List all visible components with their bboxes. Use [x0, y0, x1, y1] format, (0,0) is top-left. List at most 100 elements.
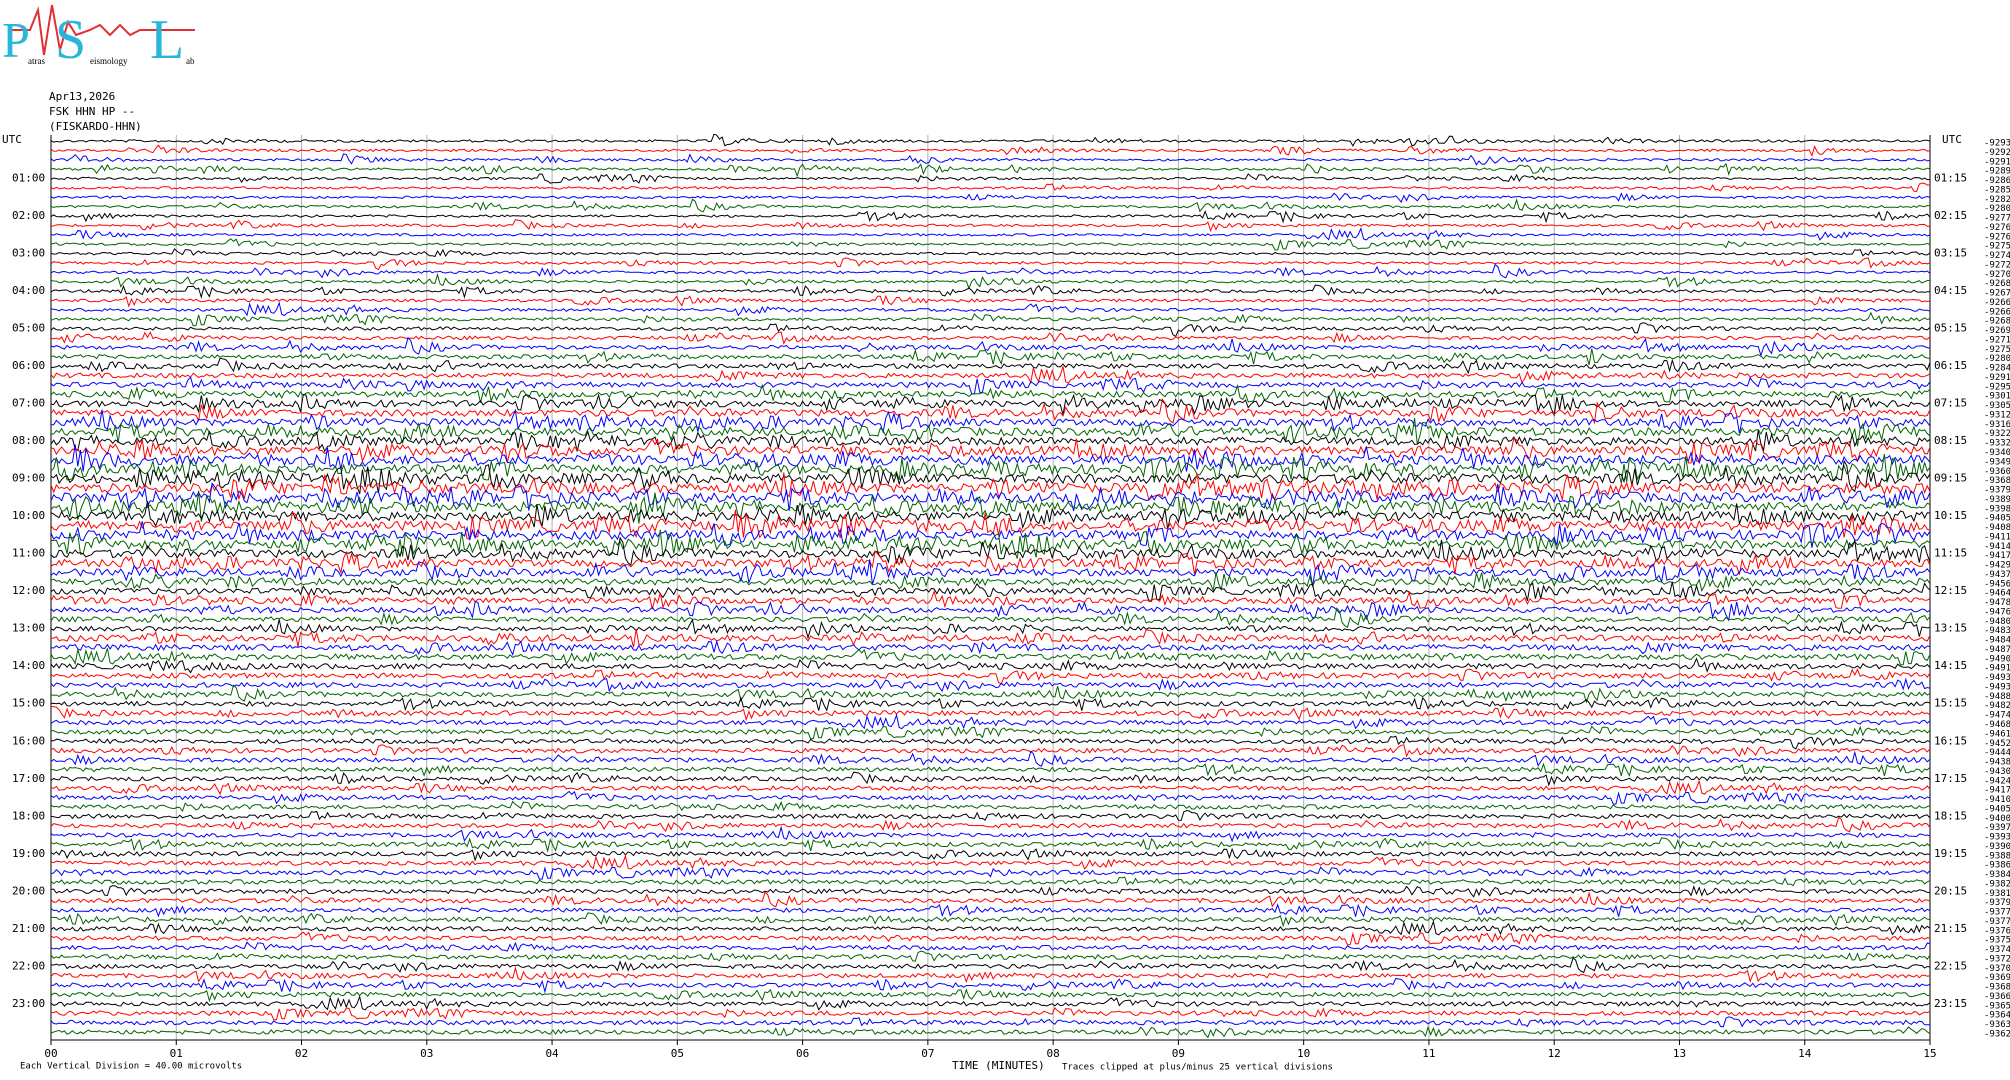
trace-offset: -9284 — [1984, 364, 2010, 374]
trace — [50, 891, 1931, 908]
trace — [50, 559, 1931, 587]
x-axis-title: TIME (MINUTES) — [952, 1059, 1045, 1072]
trace — [50, 459, 1931, 495]
logo-letter: P — [2, 11, 30, 67]
trace — [51, 408, 1931, 434]
trace — [50, 966, 1931, 984]
trace — [50, 226, 1931, 241]
trace-offset: -9444 — [1984, 748, 2010, 758]
trace — [50, 600, 1931, 622]
trace-offset: -9377 — [1984, 908, 2010, 918]
trace — [50, 248, 1931, 258]
trace — [50, 210, 1931, 224]
hour-label: 13:15 — [1934, 622, 1967, 635]
trace-offset: -9483 — [1984, 626, 2010, 636]
hour-label: 07:15 — [1934, 397, 1967, 410]
hour-label: 15:15 — [1934, 697, 1967, 710]
trace-offset: -9269 — [1984, 326, 2010, 336]
trace-offset: -9362 — [1984, 1030, 2010, 1040]
trace — [50, 444, 1931, 472]
hour-label: 11:00 — [12, 547, 45, 560]
trace-offset: -9414 — [1984, 542, 2010, 552]
trace-offset: -9276 — [1984, 223, 2010, 233]
hour-label: 19:00 — [12, 847, 45, 860]
trace-offset: -9379 — [1984, 486, 2010, 496]
x-tick-label: 11 — [1422, 1047, 1435, 1060]
trace-offset: -9476 — [1984, 607, 2010, 617]
trace — [50, 837, 1931, 853]
trace — [50, 1007, 1931, 1021]
trace — [50, 854, 1931, 870]
trace-offset: -9381 — [1984, 889, 2010, 899]
trace-offset: -9374 — [1984, 945, 2010, 955]
trace-offset: -9372 — [1984, 954, 2010, 964]
hour-label: 12:15 — [1934, 584, 1967, 597]
trace — [50, 713, 1931, 730]
trace — [50, 618, 1931, 640]
hour-label: 19:15 — [1934, 847, 1967, 860]
trace — [50, 549, 1931, 575]
trace-offset: -9282 — [1984, 195, 2010, 205]
trace — [50, 950, 1931, 962]
hour-label: 22:15 — [1934, 959, 1967, 972]
hour-label: 11:15 — [1934, 547, 1967, 560]
trace-offset: -9291 — [1984, 157, 2010, 167]
trace-offset: -9456 — [1984, 579, 2010, 589]
hour-label: 08:15 — [1934, 434, 1967, 447]
hour-label: 10:00 — [12, 509, 45, 522]
trace — [50, 847, 1931, 862]
trace-offset: -9274 — [1984, 251, 2010, 261]
trace — [50, 581, 1931, 602]
trace-offset: -9285 — [1984, 185, 2010, 195]
hour-label: 06:15 — [1934, 359, 1967, 372]
trace-offset: -9280 — [1984, 204, 2010, 214]
trace-offset: -9364 — [1984, 1011, 2010, 1021]
trace-offset: -9277 — [1984, 214, 2010, 224]
trace — [50, 885, 1931, 898]
date: Apr13,2026 — [49, 90, 115, 103]
trace-offset: -9398 — [1984, 504, 2010, 514]
hour-label: 06:00 — [12, 359, 45, 372]
logo-small: atras — [28, 56, 45, 66]
trace-offset: -9430 — [1984, 767, 2010, 777]
trace — [50, 903, 1931, 918]
hour-label: 03:15 — [1934, 247, 1967, 260]
trace-offset: -9286 — [1984, 176, 2010, 186]
trace-offset: -9390 — [1984, 842, 2010, 852]
trace-offset: -9379 — [1984, 898, 2010, 908]
x-tick-label: 02 — [295, 1047, 308, 1060]
scale-note: Each Vertical Division = 40.00 microvolt… — [20, 1062, 242, 1072]
trace — [50, 500, 1931, 530]
trace — [50, 263, 1931, 279]
trace-offset: -9480 — [1984, 617, 2010, 627]
trace-offset: -9267 — [1984, 289, 2010, 299]
hour-label: 12:00 — [12, 584, 45, 597]
trace — [50, 590, 1931, 610]
trace-offset: -9482 — [1984, 701, 2010, 711]
trace — [50, 977, 1931, 994]
trace — [50, 173, 1930, 184]
trace — [50, 866, 1931, 880]
trace — [50, 876, 1931, 887]
trace — [50, 668, 1931, 685]
trace-offset: -9266 — [1984, 298, 2010, 308]
logo-letter: L — [150, 9, 184, 71]
trace — [50, 482, 1931, 512]
hour-label: 09:15 — [1934, 472, 1967, 485]
logo-small: eismology — [90, 56, 128, 66]
trace-offset: -9301 — [1984, 392, 2010, 402]
trace-offset: -9268 — [1984, 317, 2010, 327]
traces — [50, 133, 1931, 1039]
trace — [50, 1025, 1931, 1039]
trace-offset: -9316 — [1984, 420, 2010, 430]
trace — [50, 336, 1931, 358]
trace-offset: -9369 — [1984, 973, 2010, 983]
trace-offset: -9411 — [1984, 532, 2010, 542]
x-tick-label: 14 — [1798, 1047, 1812, 1060]
trace-offset: -9397 — [1984, 823, 2010, 833]
trace — [50, 348, 1931, 366]
trace — [50, 311, 1931, 327]
trace-offset: -9377 — [1984, 917, 2010, 927]
trace — [50, 366, 1931, 385]
hour-label: 20:00 — [12, 884, 45, 897]
